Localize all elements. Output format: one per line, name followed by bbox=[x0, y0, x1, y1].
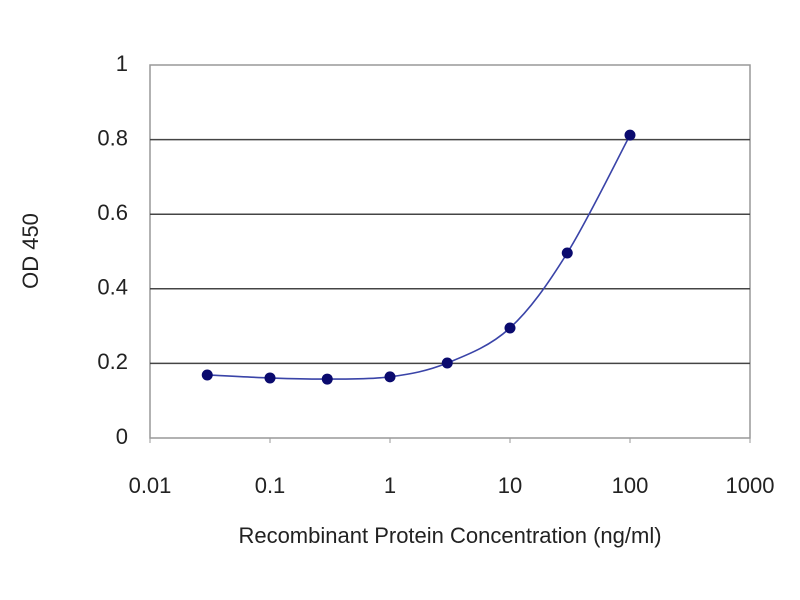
y-tick-label: 1 bbox=[116, 51, 128, 76]
data-point bbox=[264, 372, 276, 384]
plot-area bbox=[149, 64, 751, 439]
data-point bbox=[201, 369, 213, 381]
x-tick-label: 1000 bbox=[726, 473, 775, 498]
x-tick-label: 10 bbox=[498, 473, 522, 498]
x-tick-label: 1 bbox=[384, 473, 396, 498]
y-tick-label: 0.6 bbox=[97, 200, 128, 225]
x-axis-label: Recombinant Protein Concentration (ng/ml… bbox=[238, 523, 661, 548]
x-tick-label: 100 bbox=[612, 473, 649, 498]
data-point bbox=[624, 129, 636, 141]
data-point bbox=[441, 357, 453, 369]
y-axis-label: OD 450 bbox=[18, 213, 43, 289]
y-tick-label: 0.4 bbox=[97, 275, 128, 300]
data-point bbox=[321, 373, 333, 385]
data-point bbox=[504, 322, 516, 334]
y-tick-label: 0 bbox=[116, 424, 128, 449]
data-point bbox=[561, 247, 573, 259]
x-tick-label: 0.1 bbox=[255, 473, 286, 498]
y-tick-label: 0.2 bbox=[97, 349, 128, 374]
x-tick-label: 0.01 bbox=[129, 473, 172, 498]
y-tick-label: 0.8 bbox=[97, 125, 128, 150]
data-point bbox=[384, 371, 396, 383]
